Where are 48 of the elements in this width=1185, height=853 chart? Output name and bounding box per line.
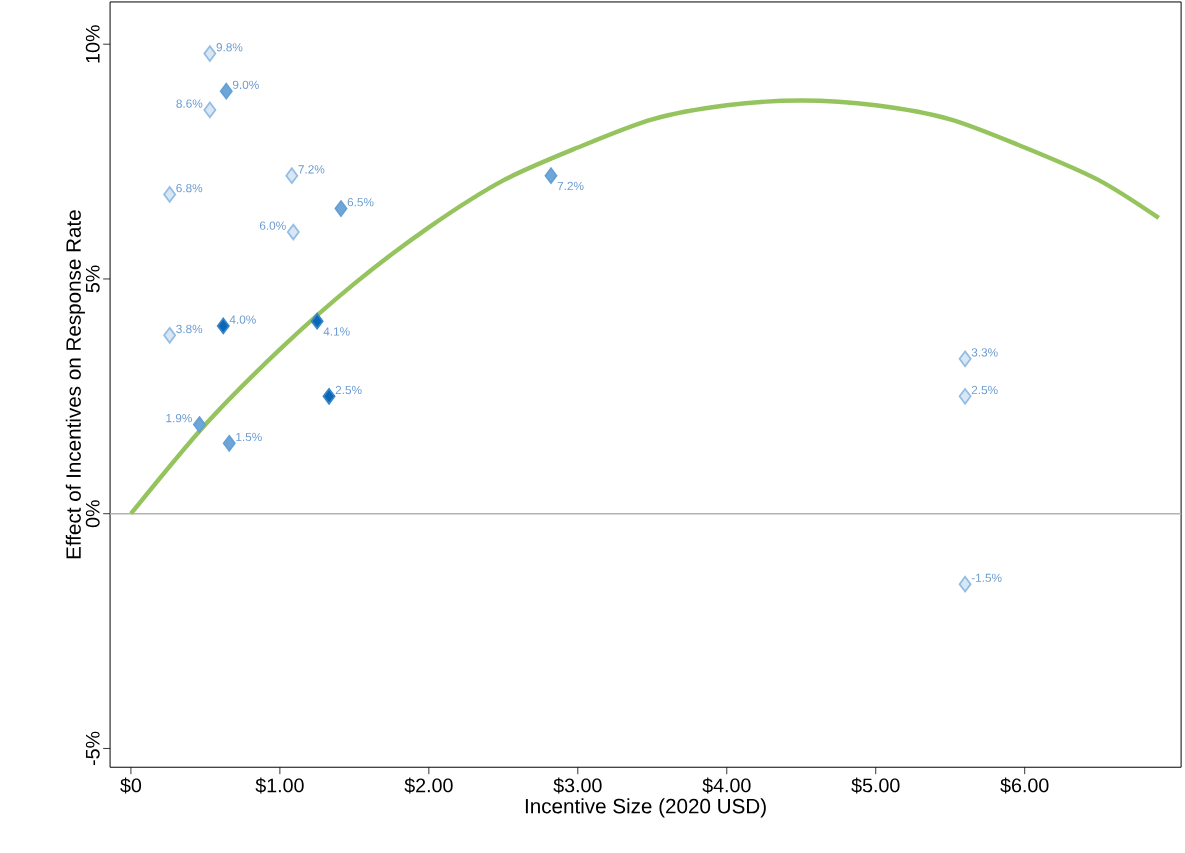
point: [322, 388, 336, 405]
x-tick-label: $1.00: [255, 777, 304, 794]
point: [310, 312, 324, 330]
x-tick-label: $2.00: [404, 777, 453, 794]
point: [163, 186, 177, 203]
data-label: 6.5%: [347, 198, 374, 207]
point: [958, 350, 972, 368]
point: [216, 317, 230, 335]
data-label: 7.2%: [557, 181, 584, 191]
point: [334, 200, 348, 217]
point: [958, 575, 972, 593]
data-label: 4.0%: [229, 315, 256, 324]
point: [285, 167, 299, 184]
data-label: -1.5%: [971, 573, 1002, 582]
data-label: 6.0%: [259, 221, 286, 230]
data-label: 6.8%: [176, 183, 203, 193]
x-tick-label: $6.00: [1000, 777, 1049, 794]
point: [163, 327, 177, 344]
data-label: 7.2%: [298, 165, 325, 174]
point: [544, 167, 558, 184]
point: [958, 388, 972, 405]
y-tick-label: -5%: [85, 731, 100, 766]
data-label: 3.3%: [971, 348, 998, 357]
x-tick-label: $4.00: [702, 777, 751, 794]
y-tick-label: 10%: [85, 25, 100, 63]
x-tick-label: $5.00: [851, 777, 900, 794]
y-tick-label: 5%: [85, 265, 100, 293]
point: [219, 82, 233, 100]
data-label: 2.5%: [971, 385, 998, 395]
data-label: 9.0%: [232, 80, 259, 89]
data-label: 2.5%: [335, 385, 362, 395]
point: [203, 45, 217, 62]
line-series: [128, 98, 1161, 516]
data-label: 4.1%: [323, 327, 350, 336]
data-label: 9.8%: [216, 43, 243, 52]
data-label: 8.6%: [176, 99, 203, 108]
y-axis-title: Effect of Incentives on Response Rate: [65, 210, 85, 559]
y-tick-label: 0%: [85, 500, 100, 528]
x-tick-label: $3.00: [553, 777, 602, 794]
data-label: 1.9%: [166, 413, 192, 423]
data-label: 3.8%: [176, 324, 203, 334]
point: [193, 416, 206, 433]
data-label: 1.5%: [236, 432, 262, 442]
x-axis-title: Incentive Size (2020 USD): [525, 798, 766, 818]
x-tick-label: $0: [120, 777, 142, 794]
point: [203, 101, 217, 119]
point: [286, 223, 300, 241]
point: [222, 434, 236, 452]
